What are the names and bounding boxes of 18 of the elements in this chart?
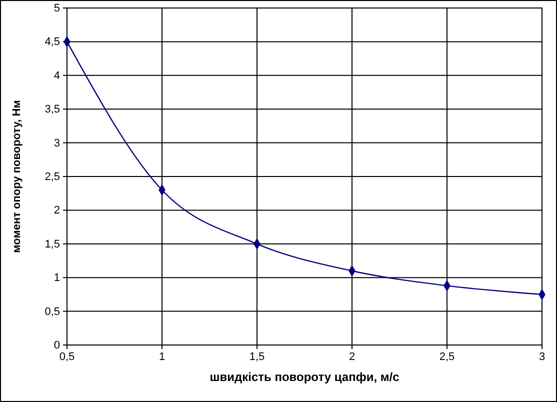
y-tick-label: 0 (54, 340, 60, 352)
x-tick-label: 1,5 (249, 350, 265, 363)
y-tick-label: 0,5 (44, 306, 60, 318)
x-tick-label: 2,5 (439, 350, 455, 363)
y-tick-label: 4,5 (44, 36, 60, 48)
y-tick-label: 1,5 (44, 238, 60, 250)
y-tick-label: 4 (54, 70, 60, 82)
y-tick-label: 3,5 (44, 104, 60, 116)
y-tick-label: 5 (54, 2, 60, 15)
x-axis-title: швидкість повороту цапфи, м/с (210, 370, 400, 384)
y-tick-label: 2,5 (44, 171, 60, 184)
x-tick-label: 3 (538, 350, 546, 363)
y-tick-label: 3 (54, 137, 60, 150)
x-tick-label: 2 (348, 350, 356, 363)
y-tick-label: 2 (54, 204, 60, 217)
y-tick-label: 1 (54, 272, 60, 284)
x-tick-label: 1 (158, 350, 166, 363)
y-axis-title: момент опору повороту, Нм (11, 100, 23, 253)
